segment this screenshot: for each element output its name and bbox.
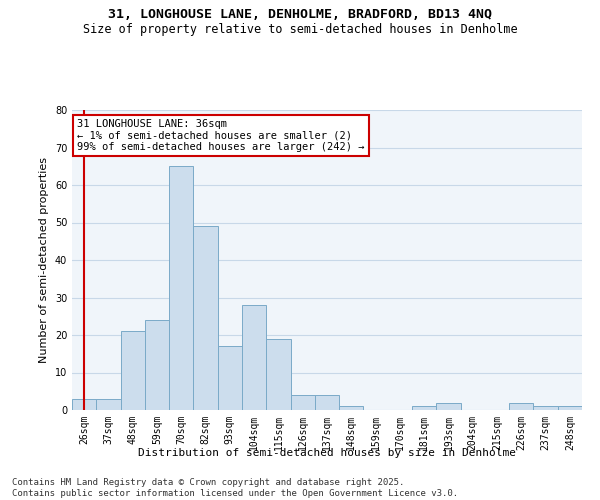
Text: 31, LONGHOUSE LANE, DENHOLME, BRADFORD, BD13 4NQ: 31, LONGHOUSE LANE, DENHOLME, BRADFORD, … <box>108 8 492 20</box>
Bar <box>266 339 290 410</box>
Y-axis label: Number of semi-detached properties: Number of semi-detached properties <box>39 157 49 363</box>
Bar <box>290 395 315 410</box>
Bar <box>169 166 193 410</box>
Text: Distribution of semi-detached houses by size in Denholme: Distribution of semi-detached houses by … <box>138 448 516 458</box>
Text: Size of property relative to semi-detached houses in Denholme: Size of property relative to semi-detach… <box>83 22 517 36</box>
Bar <box>218 346 242 410</box>
Bar <box>339 406 364 410</box>
Bar <box>242 305 266 410</box>
Bar <box>96 399 121 410</box>
Bar <box>533 406 558 410</box>
Bar <box>436 402 461 410</box>
Bar <box>145 320 169 410</box>
Bar <box>72 399 96 410</box>
Text: Contains HM Land Registry data © Crown copyright and database right 2025.
Contai: Contains HM Land Registry data © Crown c… <box>12 478 458 498</box>
Bar <box>509 402 533 410</box>
Bar <box>193 226 218 410</box>
Text: 31 LONGHOUSE LANE: 36sqm
← 1% of semi-detached houses are smaller (2)
99% of sem: 31 LONGHOUSE LANE: 36sqm ← 1% of semi-de… <box>77 119 365 152</box>
Bar <box>558 406 582 410</box>
Bar <box>121 331 145 410</box>
Bar <box>315 395 339 410</box>
Bar <box>412 406 436 410</box>
